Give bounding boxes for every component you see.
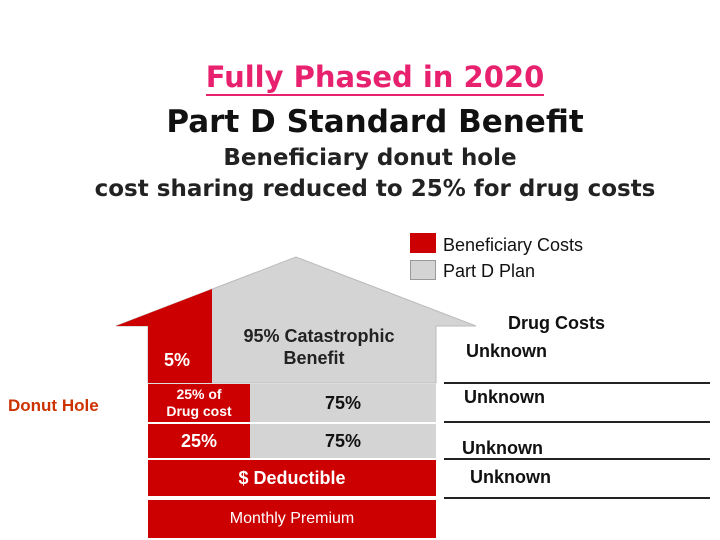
divider-line-1: [444, 382, 710, 384]
donut-lower-beneficiary: 25%: [148, 424, 250, 458]
title-line-1-text: Fully Phased in 2020: [205, 60, 545, 96]
drug-cost-catastrophic: Unknown: [466, 341, 547, 361]
catastrophic-beneficiary-label: 5%: [164, 350, 191, 370]
donut-upper-beneficiary-line1: 25% of: [176, 386, 222, 402]
legend-swatch-plan: [410, 260, 436, 280]
drug-costs-header: Drug Costs: [508, 313, 606, 333]
subtitle-line-1: Beneficiary donut hole: [223, 145, 517, 171]
divider-line-3: [444, 458, 710, 460]
legend-label-beneficiary: Beneficiary Costs: [443, 235, 584, 255]
catastrophic-plan-label-line1: 95% Catastrophic: [243, 326, 395, 346]
roof-beneficiary-area: [116, 289, 212, 383]
title-line-1: Fully Phased in 2020: [0, 60, 720, 96]
legend-label-plan: Part D Plan: [443, 261, 536, 281]
subtitle-line-2: cost sharing reduced to 25% for drug cos…: [94, 176, 656, 202]
drug-cost-donut-lower: Unknown: [462, 438, 543, 458]
legend-swatch-beneficiary: [410, 233, 436, 253]
donut-hole-label: Donut Hole: [8, 396, 99, 415]
donut-upper-beneficiary-line2: Drug cost: [166, 403, 232, 419]
drug-cost-deductible: Unknown: [470, 467, 551, 487]
deductible-block: $ Deductible: [148, 460, 436, 498]
donut-lower-plan: 75%: [250, 424, 436, 458]
donut-upper-beneficiary: 25% of Drug cost: [148, 384, 250, 422]
drug-cost-donut-upper: Unknown: [464, 387, 545, 407]
divider-line-2: [444, 421, 710, 423]
divider-line-4: [444, 497, 710, 499]
catastrophic-plan-label-line2: Benefit: [283, 348, 345, 368]
donut-upper-plan: 75%: [250, 384, 436, 422]
title-line-2: Part D Standard Benefit: [166, 104, 584, 140]
premium-block: Monthly Premium: [148, 500, 436, 538]
